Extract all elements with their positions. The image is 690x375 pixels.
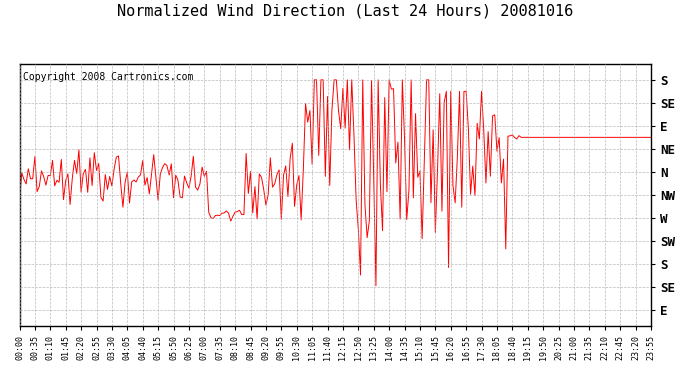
Text: Copyright 2008 Cartronics.com: Copyright 2008 Cartronics.com [23,72,193,82]
Text: Normalized Wind Direction (Last 24 Hours) 20081016: Normalized Wind Direction (Last 24 Hours… [117,4,573,19]
